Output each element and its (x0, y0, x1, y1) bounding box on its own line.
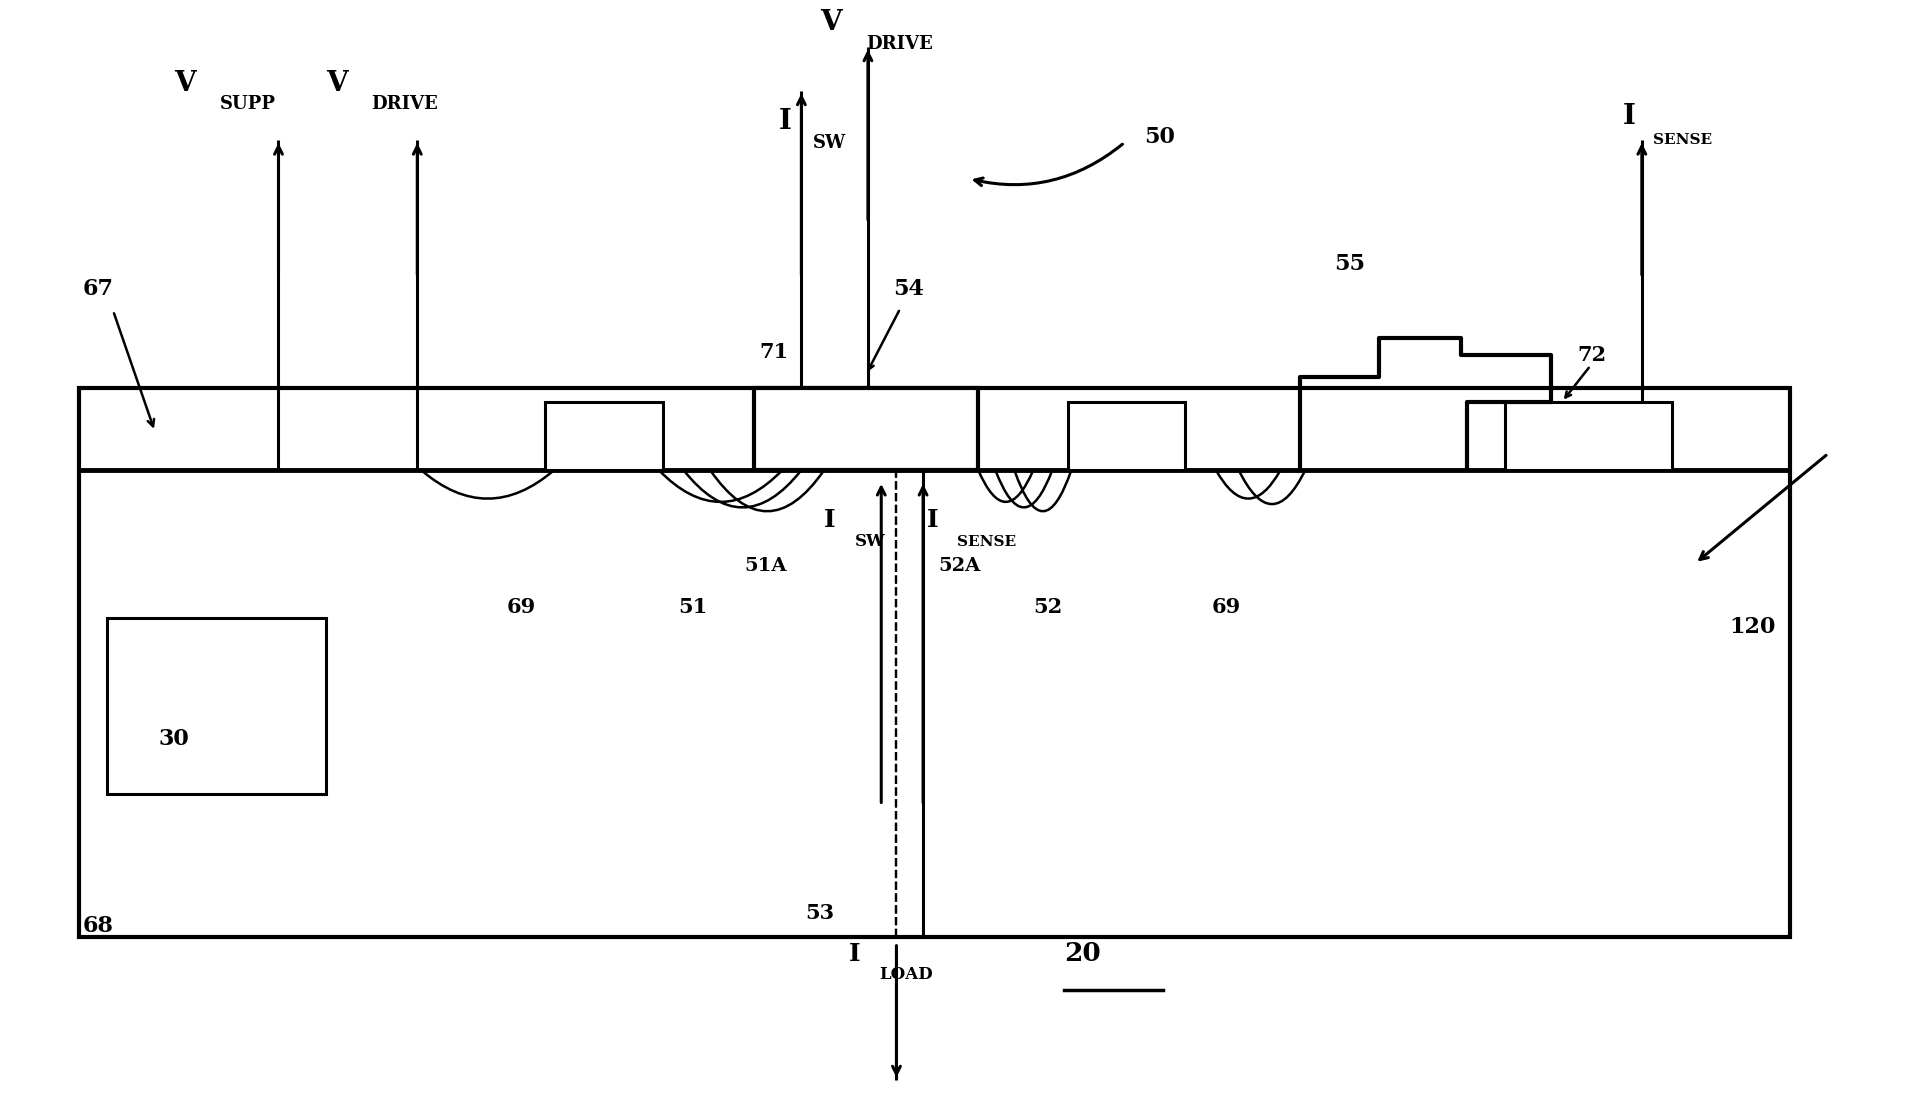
Text: 50: 50 (1144, 126, 1175, 148)
Text: I: I (849, 943, 860, 967)
Text: SUPP: SUPP (219, 95, 275, 114)
Bar (545, 402, 662, 470)
Text: 55: 55 (1333, 253, 1365, 275)
Bar (1068, 402, 1186, 470)
Text: V: V (820, 9, 843, 36)
Text: V: V (174, 70, 196, 97)
Text: 54: 54 (892, 277, 923, 299)
Text: DRIVE: DRIVE (866, 35, 933, 53)
Text: 20: 20 (1064, 941, 1100, 967)
Bar (1505, 402, 1672, 470)
Text: 69: 69 (1213, 598, 1241, 618)
Text: SENSE: SENSE (1653, 133, 1712, 147)
Text: 71: 71 (759, 343, 789, 362)
Bar (107, 619, 326, 794)
Text: 51: 51 (677, 598, 707, 618)
Text: I: I (927, 508, 938, 533)
Text: I: I (1623, 103, 1636, 129)
Text: I: I (778, 108, 791, 135)
Text: DRIVE: DRIVE (372, 95, 439, 114)
Text: 72: 72 (1577, 345, 1606, 365)
Text: SENSE: SENSE (957, 535, 1016, 549)
Text: 67: 67 (82, 277, 114, 299)
Text: 51A: 51A (744, 557, 788, 575)
Bar (753, 388, 978, 470)
Text: 69: 69 (507, 598, 536, 618)
Text: SW: SW (812, 134, 847, 151)
Text: V: V (326, 70, 347, 97)
Bar (78, 388, 1791, 937)
Text: I: I (824, 508, 835, 533)
Text: 68: 68 (82, 915, 114, 937)
Text: 52A: 52A (938, 557, 980, 575)
Text: LOAD: LOAD (879, 966, 933, 983)
Text: SW: SW (854, 533, 885, 550)
Text: 53: 53 (805, 903, 833, 923)
Text: 120: 120 (1730, 617, 1775, 639)
Text: 52: 52 (1034, 598, 1062, 618)
Text: 30: 30 (158, 728, 189, 750)
